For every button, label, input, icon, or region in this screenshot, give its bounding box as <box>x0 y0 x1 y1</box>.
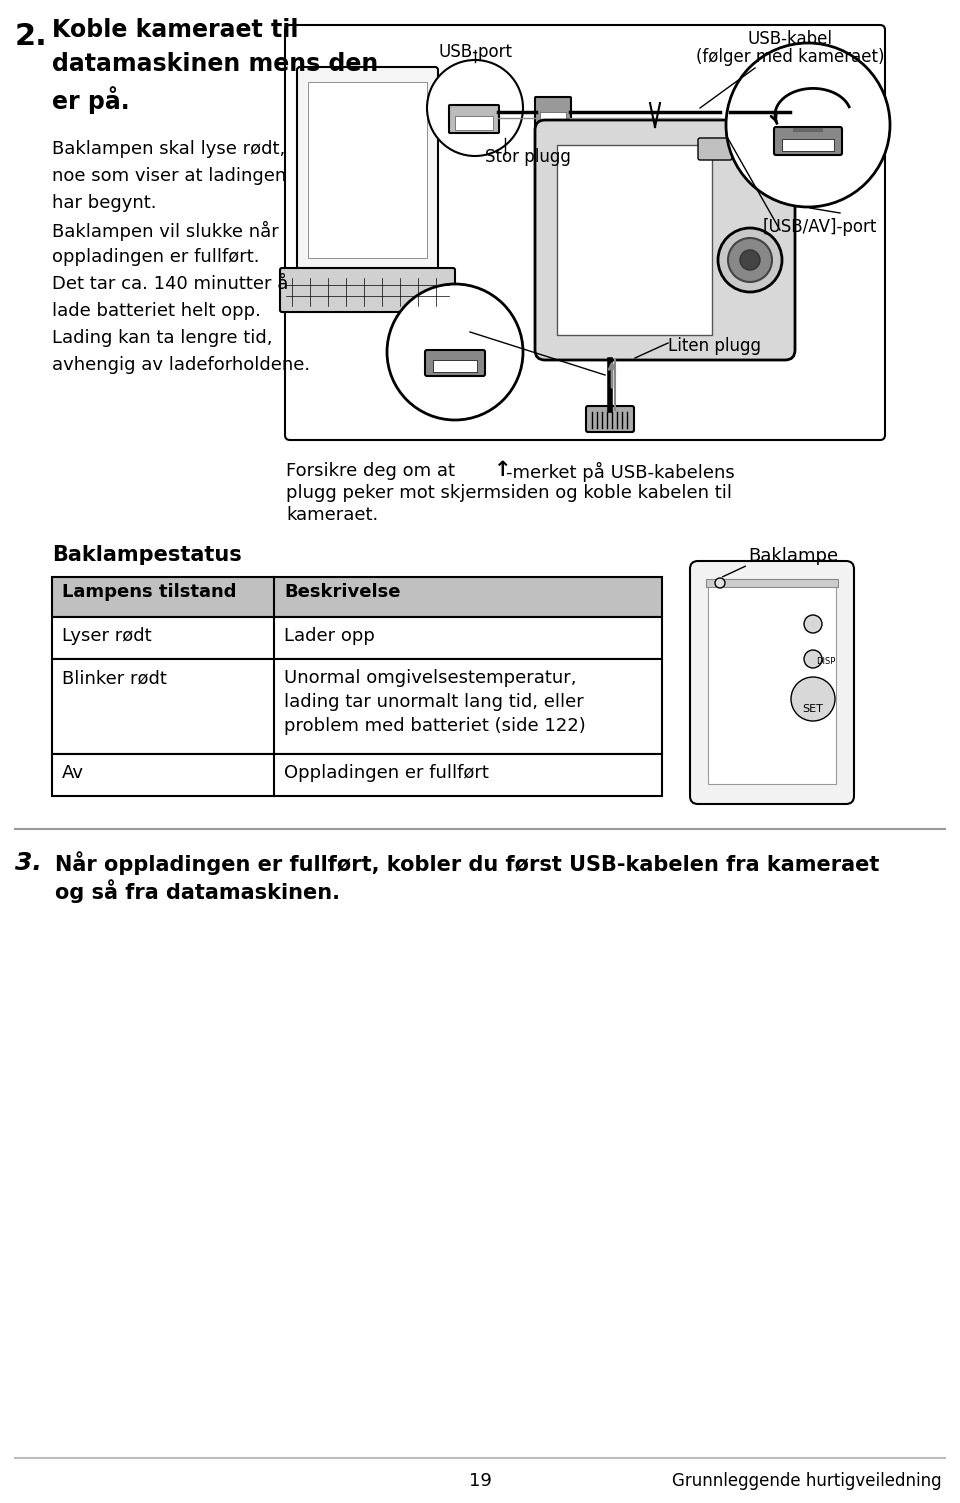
FancyBboxPatch shape <box>297 68 438 274</box>
Text: 3.: 3. <box>15 851 42 875</box>
Bar <box>557 144 712 335</box>
Text: Baklampen skal lyse rødt,: Baklampen skal lyse rødt, <box>52 140 285 158</box>
FancyBboxPatch shape <box>535 98 571 126</box>
FancyBboxPatch shape <box>535 120 795 361</box>
Text: DISP: DISP <box>816 657 835 666</box>
Circle shape <box>791 676 835 721</box>
Text: Lampens tilstand: Lampens tilstand <box>62 583 236 601</box>
Text: Beskrivelse: Beskrivelse <box>284 583 400 601</box>
Bar <box>52 577 662 618</box>
Text: lade batteriet helt opp.: lade batteriet helt opp. <box>52 302 261 320</box>
Circle shape <box>715 579 725 588</box>
Text: [USB/AV]-port: [USB/AV]-port <box>762 218 877 236</box>
FancyBboxPatch shape <box>690 561 854 804</box>
Text: lading tar unormalt lang tid, eller: lading tar unormalt lang tid, eller <box>284 693 584 711</box>
Bar <box>706 579 838 588</box>
Text: Lading kan ta lengre tid,: Lading kan ta lengre tid, <box>52 329 273 347</box>
Text: 2.: 2. <box>15 23 48 51</box>
Text: noe som viser at ladingen: noe som viser at ladingen <box>52 167 286 185</box>
Text: Grunnleggende hurtigveiledning: Grunnleggende hurtigveiledning <box>672 1471 942 1489</box>
Text: 19: 19 <box>468 1471 492 1489</box>
Bar <box>708 582 836 785</box>
Bar <box>782 138 834 150</box>
Text: Unormal omgivelsestemperatur,: Unormal omgivelsestemperatur, <box>284 669 577 687</box>
Circle shape <box>804 649 822 667</box>
Text: Oppladingen er fullført: Oppladingen er fullført <box>284 764 489 782</box>
Bar <box>52 755 662 797</box>
Text: datamaskinen mens den: datamaskinen mens den <box>52 53 378 77</box>
Text: Det tar ca. 140 minutter å: Det tar ca. 140 minutter å <box>52 275 288 293</box>
Text: er på.: er på. <box>52 86 130 114</box>
FancyBboxPatch shape <box>280 268 455 313</box>
Circle shape <box>726 44 890 207</box>
Text: har begynt.: har begynt. <box>52 194 156 212</box>
Text: Av: Av <box>62 764 84 782</box>
Bar <box>52 618 662 658</box>
Text: USB-port: USB-port <box>438 44 512 62</box>
Text: ↑: ↑ <box>494 460 512 479</box>
FancyBboxPatch shape <box>586 406 634 431</box>
Text: Forsikre deg om at: Forsikre deg om at <box>286 461 455 479</box>
Bar <box>433 361 477 373</box>
Text: Lader opp: Lader opp <box>284 627 374 645</box>
FancyBboxPatch shape <box>774 126 842 155</box>
Text: oppladingen er fullført.: oppladingen er fullført. <box>52 248 259 266</box>
Text: Baklampen vil slukke når: Baklampen vil slukke når <box>52 221 278 240</box>
Text: avhengig av ladeforholdene.: avhengig av ladeforholdene. <box>52 356 310 374</box>
Text: problem med batteriet (side 122): problem med batteriet (side 122) <box>284 717 586 735</box>
Text: Når oppladingen er fullført, kobler du først USB-kabelen fra kameraet: Når oppladingen er fullført, kobler du f… <box>55 851 879 875</box>
Circle shape <box>427 60 523 156</box>
FancyBboxPatch shape <box>698 138 732 159</box>
Circle shape <box>728 237 772 283</box>
Circle shape <box>718 228 782 292</box>
Text: Liten plugg: Liten plugg <box>668 337 761 355</box>
Text: Baklampe: Baklampe <box>748 547 838 565</box>
Text: Lyser rødt: Lyser rødt <box>62 627 152 645</box>
Text: USB-kabel: USB-kabel <box>748 30 832 48</box>
Text: plugg peker mot skjermsiden og koble kabelen til: plugg peker mot skjermsiden og koble kab… <box>286 484 732 502</box>
Text: Baklampestatus: Baklampestatus <box>52 546 242 565</box>
Text: (følger med kameraet): (følger med kameraet) <box>696 48 884 66</box>
Circle shape <box>740 249 760 271</box>
FancyBboxPatch shape <box>425 350 485 376</box>
Text: Stor plugg: Stor plugg <box>485 147 571 165</box>
Text: SET: SET <box>803 703 824 714</box>
Text: -merket på USB-kabelens: -merket på USB-kabelens <box>506 461 734 482</box>
FancyBboxPatch shape <box>285 26 885 440</box>
Bar <box>540 113 566 125</box>
Text: Blinker rødt: Blinker rødt <box>62 669 167 687</box>
Circle shape <box>804 615 822 633</box>
Text: og så fra datamaskinen.: og så fra datamaskinen. <box>55 879 340 903</box>
Bar <box>308 83 427 259</box>
Bar <box>52 658 662 755</box>
Text: Koble kameraet til: Koble kameraet til <box>52 18 299 42</box>
Text: kameraet.: kameraet. <box>286 507 378 525</box>
FancyBboxPatch shape <box>449 105 499 132</box>
Bar <box>455 116 493 129</box>
Circle shape <box>387 284 523 419</box>
